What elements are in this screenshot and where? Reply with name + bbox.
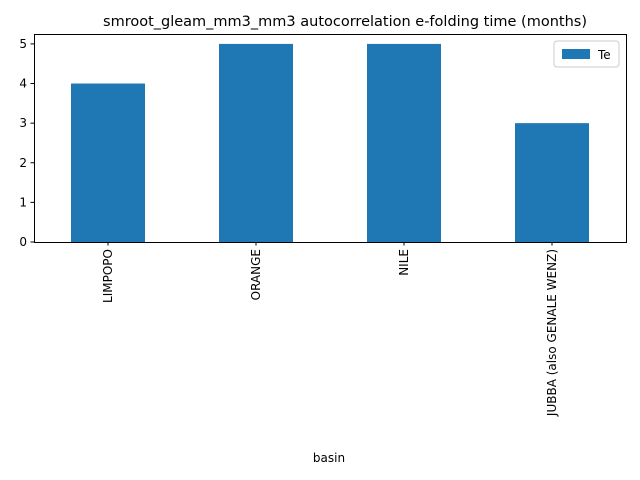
y-axis-ticks: 0 1 2 3 4 5 — [19, 37, 34, 249]
bar-orange — [219, 43, 293, 243]
x-tick-label: ORANGE — [249, 249, 263, 300]
y-tick-label: 4 — [19, 77, 27, 91]
x-axis-label: basin — [313, 451, 345, 465]
legend-label: Te — [597, 48, 611, 62]
y-tick-label: 1 — [19, 195, 27, 209]
bar-limpopo — [71, 83, 145, 243]
legend-swatch — [562, 49, 590, 59]
y-tick-label: 0 — [19, 235, 27, 249]
bars-layer — [71, 43, 589, 243]
legend: Te — [553, 40, 620, 68]
y-tick-label: 3 — [19, 116, 27, 130]
plot-frame — [34, 34, 627, 243]
x-tick-label: LIMPOPO — [101, 249, 115, 303]
y-tick-label: 5 — [19, 37, 27, 51]
bar-nile — [367, 43, 441, 243]
y-tick-label: 2 — [19, 156, 27, 170]
x-tick-label: NILE — [397, 249, 411, 276]
chart-title: smroot_gleam_mm3_mm3 autocorrelation e-f… — [103, 14, 587, 30]
bar-jubba-also-genale-wenz- — [515, 123, 589, 242]
x-tick-label: JUBBA (also GENALE WENZ) — [545, 249, 559, 417]
x-axis-ticks: LIMPOPO ORANGE NILE JUBBA (also GENALE WENZ… — [101, 242, 559, 417]
